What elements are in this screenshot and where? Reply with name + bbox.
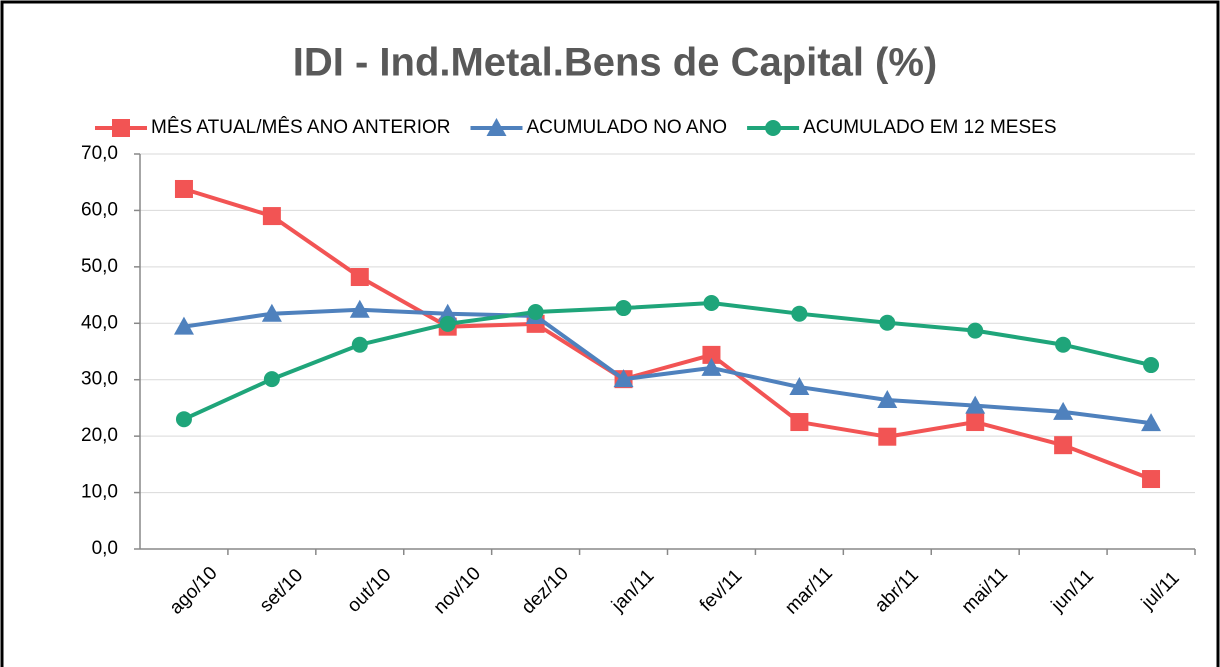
marker (703, 294, 720, 311)
marker (966, 413, 985, 432)
marker (765, 120, 782, 136)
y-tick-label: 60,0 (81, 199, 118, 220)
marker (263, 371, 280, 388)
y-tick-label: 0,0 (92, 538, 118, 559)
legend-label: ACUMULADO NO ANO (527, 117, 728, 138)
y-tick-label: 10,0 (81, 482, 118, 503)
marker (701, 357, 722, 376)
marker (1053, 401, 1074, 420)
marker (349, 299, 370, 318)
series-line (183, 307, 1152, 426)
marker (439, 315, 456, 332)
series-line (183, 300, 1152, 422)
y-tick-label: 20,0 (81, 425, 118, 446)
marker (1141, 413, 1162, 432)
marker (1143, 357, 1160, 374)
y-tick-label: 40,0 (81, 312, 118, 333)
marker (174, 179, 193, 198)
marker (173, 316, 194, 335)
marker (262, 207, 281, 226)
marker (702, 345, 721, 364)
marker (437, 303, 458, 322)
marker (878, 427, 897, 446)
marker (613, 369, 634, 388)
marker (967, 322, 984, 339)
legend-label: MÊS ATUAL/MÊS ANO ANTERIOR (151, 116, 451, 138)
marker (791, 305, 808, 322)
marker (877, 390, 898, 409)
marker (112, 119, 130, 137)
marker (789, 377, 810, 396)
marker (351, 336, 368, 353)
y-tick-label: 30,0 (81, 369, 118, 390)
marker (879, 314, 896, 331)
marker (175, 411, 192, 428)
y-tick-label: 50,0 (81, 256, 118, 277)
legend-label: ACUMULADO EM 12 MESES (803, 117, 1056, 138)
marker (261, 303, 282, 322)
marker (486, 118, 507, 136)
marker (1054, 436, 1073, 455)
marker (790, 413, 809, 432)
chart-title: IDI - Ind.Metal.Bens de Capital (%) (293, 41, 938, 85)
marker (1142, 470, 1161, 489)
marker (1055, 336, 1072, 353)
marker (350, 268, 369, 287)
marker (615, 300, 632, 317)
series-line (183, 187, 1152, 481)
marker (527, 304, 544, 320)
marker (965, 395, 986, 414)
y-tick-label: 70,0 (81, 143, 118, 164)
